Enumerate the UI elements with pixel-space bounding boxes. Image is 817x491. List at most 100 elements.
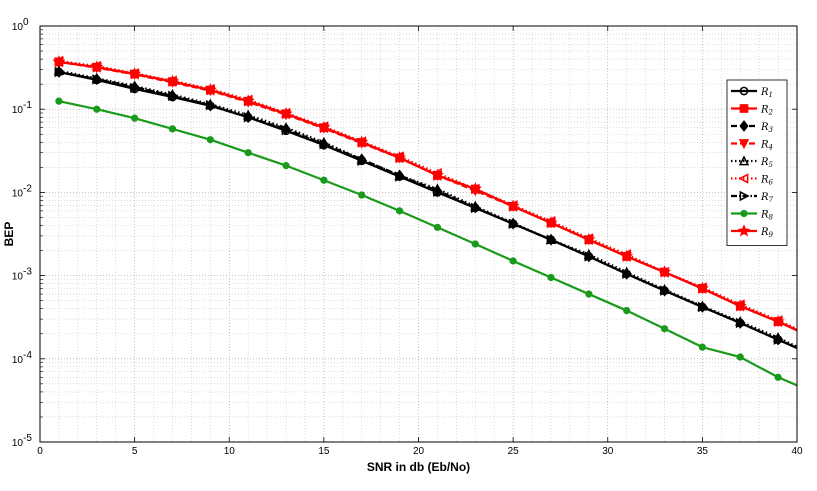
data-point: [658, 265, 672, 278]
data-point: [241, 94, 255, 107]
data-point: [93, 105, 101, 113]
legend-label: R5: [760, 157, 774, 169]
x-tick-label: 25: [508, 446, 520, 457]
legend-label: R3: [760, 122, 774, 134]
legend-label: R4: [760, 140, 773, 152]
data-point: [771, 314, 785, 328]
legend-item: R4: [731, 139, 773, 152]
data-point: [622, 268, 633, 280]
data-point: [54, 66, 65, 78]
legend-box: [726, 79, 788, 246]
data-point: [660, 325, 669, 333]
x-tick-label: 30: [602, 446, 614, 457]
data-point: [468, 182, 482, 195]
data-point: [395, 207, 404, 215]
legend-item: R1: [731, 86, 773, 99]
data-point: [279, 106, 293, 120]
data-point: [281, 124, 292, 136]
y-tick-label: 10: [12, 188, 24, 199]
legend-item: R8: [731, 210, 774, 222]
legend-label: R8: [760, 210, 774, 222]
y-axis-label: BEP: [2, 222, 16, 247]
data-point: [92, 74, 103, 85]
series-R7: [54, 66, 798, 349]
data-point: [733, 299, 747, 312]
data-point: [735, 317, 746, 329]
legend-marker: [738, 139, 750, 150]
legend-item: R6: [731, 173, 774, 187]
data-point: [358, 191, 366, 199]
data-point: [130, 82, 141, 94]
y-tick-label: 10: [12, 355, 24, 366]
x-tick-label: 10: [224, 446, 236, 457]
series-line: [58, 70, 798, 349]
data-point: [508, 218, 519, 229]
data-point: [773, 334, 784, 345]
y-tick-exponent: 0: [23, 17, 29, 28]
legend-marker: [739, 104, 749, 113]
legend-item: R3: [731, 120, 774, 134]
legend-marker: [738, 155, 750, 166]
data-point: [282, 161, 290, 170]
legend-marker: [739, 190, 750, 202]
data-point: [90, 60, 104, 73]
y-tick-label: 10: [12, 438, 24, 449]
data-point: [52, 55, 66, 68]
y-tick-label: 10: [12, 272, 24, 283]
data-point: [319, 138, 330, 150]
legend-label: R9: [760, 227, 774, 239]
data-point: [774, 373, 782, 381]
x-tick-label: 5: [132, 446, 138, 457]
y-tick-exponent: -3: [23, 267, 32, 278]
data-point: [433, 223, 442, 231]
data-point: [244, 149, 252, 157]
series-R8: [55, 97, 798, 387]
y-tick-exponent: -5: [23, 433, 32, 444]
data-point: [695, 281, 709, 295]
legend-marker: [740, 209, 748, 218]
data-point: [203, 83, 217, 96]
y-tick-exponent: -2: [23, 183, 32, 194]
y-tick-label: 10: [12, 105, 24, 116]
data-point: [128, 67, 142, 80]
legend-label: R2: [760, 105, 774, 117]
legend-item: R7: [731, 190, 774, 204]
data-point: [433, 186, 444, 197]
y-tick-label: 10: [12, 22, 24, 33]
data-point: [547, 273, 555, 282]
data-point: [168, 90, 179, 101]
data-point: [165, 74, 179, 88]
x-tick-label: 15: [318, 446, 330, 457]
series-layer: [52, 55, 798, 387]
legend: R1 R2 R3 R4 R5 R6 R7 R8 R9: [726, 79, 788, 246]
data-point: [471, 240, 479, 248]
data-point: [544, 216, 558, 229]
data-point: [660, 285, 671, 296]
x-tick-label: 20: [413, 446, 425, 457]
series-line: [58, 69, 798, 348]
data-point: [506, 199, 520, 212]
data-point: [698, 343, 707, 351]
y-tick-exponent: -1: [23, 100, 32, 111]
data-point: [395, 171, 406, 182]
data-point: [546, 234, 557, 245]
data-point: [582, 232, 596, 246]
x-tick-label: 0: [37, 446, 43, 457]
legend-item: R9: [731, 224, 774, 239]
x-axis-label: SNR in db (Eb/No): [367, 460, 470, 474]
data-point: [470, 202, 481, 214]
data-point: [130, 114, 139, 122]
data-point: [620, 249, 634, 262]
data-point: [584, 251, 595, 262]
data-point: [393, 151, 407, 164]
legend-label: R6: [760, 175, 774, 187]
data-point: [320, 176, 328, 184]
data-point: [430, 168, 444, 181]
data-point: [168, 125, 177, 133]
x-tick-label: 35: [697, 446, 709, 457]
legend-label: R1: [760, 87, 773, 99]
data-point: [509, 257, 517, 265]
y-tick-exponent: -4: [23, 350, 32, 361]
